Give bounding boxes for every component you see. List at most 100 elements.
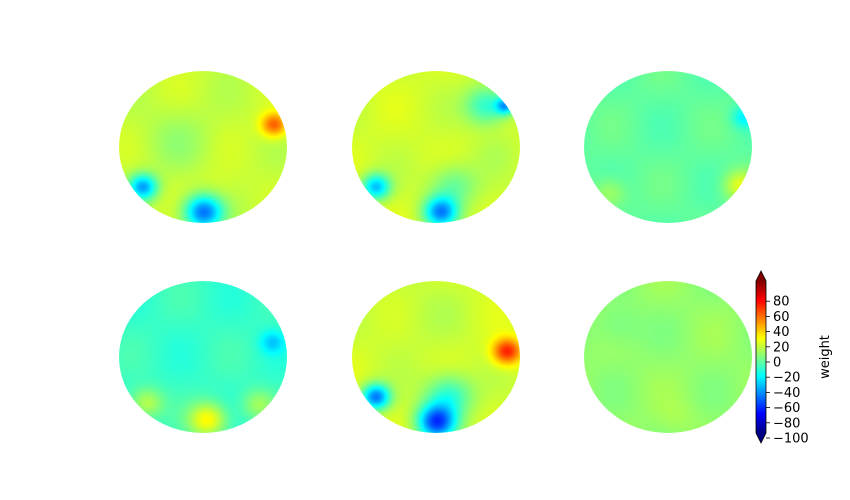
colorbar-segment (756, 364, 766, 367)
colorbar-segment (756, 426, 766, 429)
colorbar-segment (756, 331, 766, 334)
colorbar-segment (756, 288, 766, 291)
colorbar-segment (756, 313, 766, 316)
colorbar-segment (756, 374, 766, 377)
colorbar-segment (756, 368, 766, 371)
colorbar-segment (756, 377, 766, 380)
colorbar-segment (756, 400, 766, 402)
colorbar-segment (756, 284, 766, 287)
colorbar-segment (756, 373, 766, 376)
colorbar-outline (755, 270, 767, 444)
colorbar-segment (756, 397, 766, 400)
colorbar-segment (756, 395, 766, 397)
colorbar-tick-label: −20 (773, 371, 800, 386)
colorbar-segment (756, 345, 766, 348)
colorbar-segment (756, 419, 766, 421)
colorbar-segment (756, 384, 766, 387)
colorbar-segment (756, 312, 766, 315)
colorbar-segment (756, 386, 766, 388)
colorbar-segment (756, 406, 766, 409)
colorbar-segment (756, 289, 766, 292)
colorbar-segment (756, 302, 766, 305)
colorbar-segment (756, 300, 766, 302)
colorbar-segment (756, 348, 766, 350)
colorbar-segment (756, 411, 766, 414)
colorbar-segment (756, 286, 766, 288)
colorbar-gradient (756, 281, 766, 434)
colorbar-segment (756, 316, 766, 319)
colorbar-segment (756, 294, 766, 297)
colorbar-segment (756, 391, 766, 394)
colorbar-segment (756, 301, 766, 304)
colorbar-segment (756, 297, 766, 300)
colorbar-segment (756, 412, 766, 415)
colorbar-tick-label: −100 (773, 432, 809, 447)
colorbar-segment (756, 338, 766, 340)
colorbar-segment (756, 303, 766, 306)
colorbar-segment (756, 319, 766, 321)
topomap-panel-6 (584, 281, 752, 433)
colorbar-segment (756, 307, 766, 310)
colorbar-segment (756, 430, 766, 433)
colorbar-segment (756, 327, 766, 330)
colorbar-segment (756, 293, 766, 296)
colorbar-segment (756, 425, 766, 428)
colorbar-segment (756, 367, 766, 369)
colorbar-segment (756, 335, 766, 338)
colorbar-segment (756, 405, 766, 407)
colorbar-segment (756, 358, 766, 361)
colorbar-segment (756, 424, 766, 426)
topomap-panel-3 (584, 71, 752, 223)
colorbar-segment (756, 359, 766, 362)
colorbar-segment (756, 305, 766, 307)
colorbar-tick-label: 0 (773, 356, 781, 371)
colorbar-segment (756, 427, 766, 430)
colorbar-segment (756, 310, 766, 312)
topomap-panel-2 (352, 71, 520, 223)
topomap-panel-4 (119, 281, 287, 433)
colorbar-segment (756, 388, 766, 391)
colorbar-segment (756, 346, 766, 349)
colorbar-segment (756, 332, 766, 335)
colorbar-segment (756, 306, 766, 309)
topomap-panel-5 (352, 281, 520, 433)
colorbar-segment (756, 349, 766, 352)
colorbar-tick-label: 80 (773, 295, 790, 310)
colorbar-segment (756, 283, 766, 286)
colorbar-segment (756, 381, 766, 383)
colorbar-segment (756, 354, 766, 357)
colorbar-segment (756, 378, 766, 381)
colorbar-segment (756, 324, 766, 326)
topomap-panel-1 (119, 71, 287, 223)
colorbar-segment (756, 343, 766, 345)
colorbar-segment (756, 379, 766, 382)
colorbar-tick-label: 60 (773, 310, 790, 325)
colorbar-segment (756, 357, 766, 359)
colorbar-extend-min (756, 433, 766, 443)
colorbar-tick-label: −40 (773, 386, 800, 401)
colorbar-segment (756, 339, 766, 342)
colorbar-segment (756, 322, 766, 325)
colorbar-segment (756, 414, 766, 416)
colorbar-segment (756, 363, 766, 366)
colorbar-segment (756, 429, 766, 432)
colorbar-segment (756, 344, 766, 347)
colorbar-tick-label: −60 (773, 401, 800, 416)
colorbar-segment (756, 341, 766, 344)
colorbar-segment (756, 281, 766, 283)
colorbar-segment (756, 416, 766, 419)
topomap-panels (119, 71, 752, 433)
colorbar-segment (756, 383, 766, 386)
colorbar-segment (756, 287, 766, 290)
colorbar-segment (756, 408, 766, 411)
colorbar-segment (756, 311, 766, 314)
colorbar-segment (756, 325, 766, 328)
colorbar-segment (756, 389, 766, 392)
colorbar-segment (756, 340, 766, 343)
colorbar-segment (756, 422, 766, 425)
colorbar-segment (756, 298, 766, 301)
colorbar-segment (756, 334, 766, 337)
